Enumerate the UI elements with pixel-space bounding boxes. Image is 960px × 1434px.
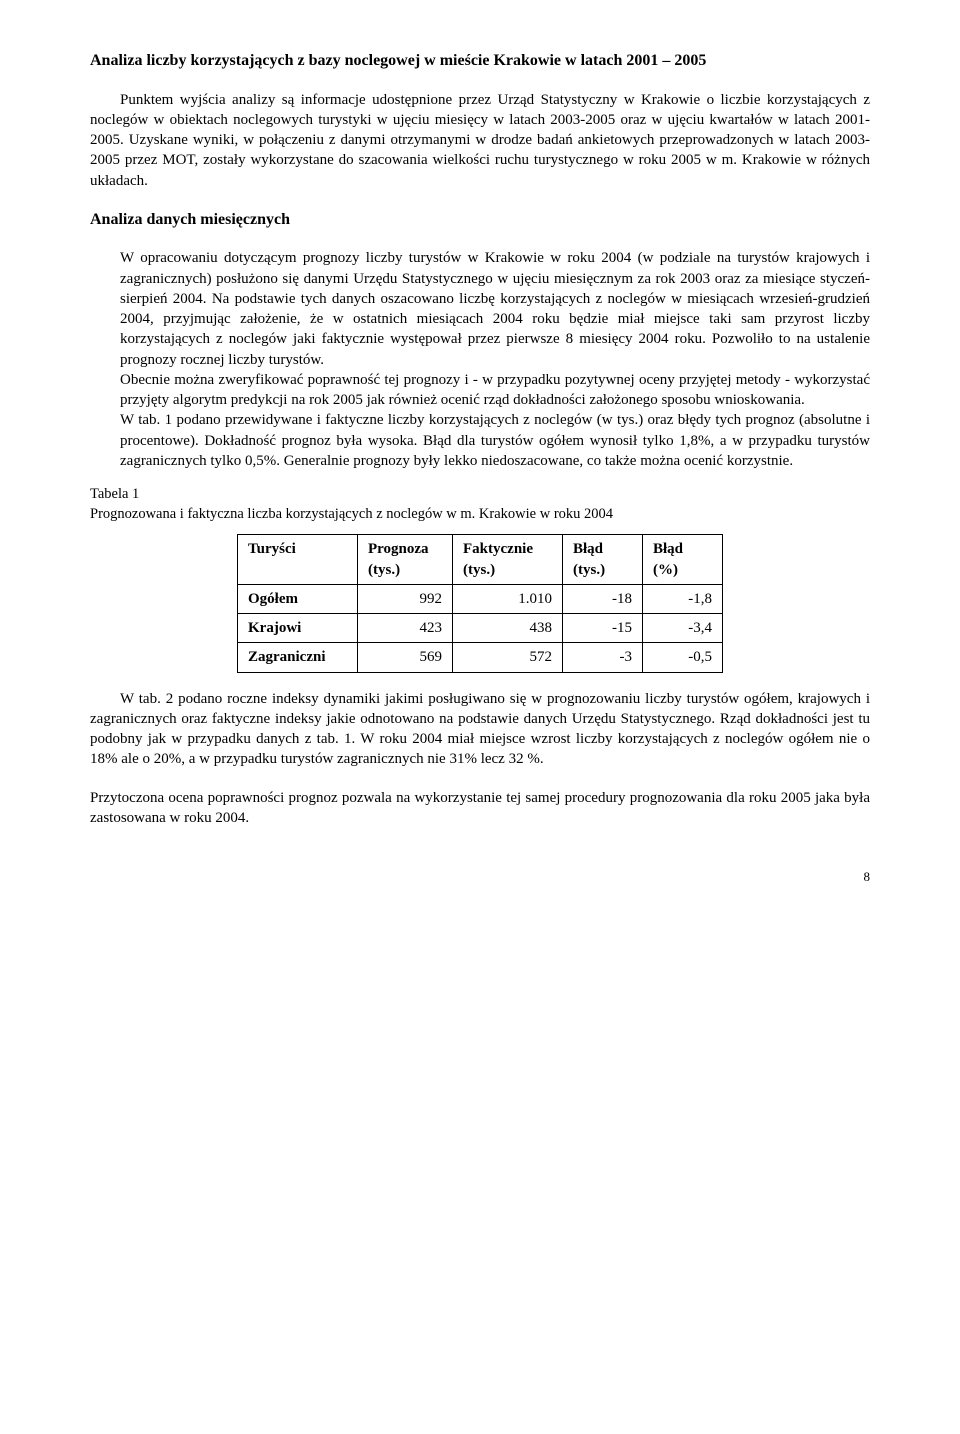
table-1-caption-line1: Tabela 1: [90, 486, 139, 502]
section-heading-monthly: Analiza danych miesięcznych: [90, 209, 870, 231]
col-faktycznie: Faktycznie (tys.): [453, 535, 563, 585]
paragraph-4: W tab. 2 podano roczne indeksy dynamiki …: [90, 689, 870, 770]
col-unit: (tys.): [573, 562, 605, 578]
table-header-row: Turyści Prognoza (tys.) Faktycznie (tys.…: [238, 535, 723, 585]
cell-value: -18: [563, 584, 643, 613]
table-row: Krajowi 423 438 -15 -3,4: [238, 614, 723, 643]
cell-value: -15: [563, 614, 643, 643]
cell-value: 423: [358, 614, 453, 643]
col-prognoza: Prognoza (tys.): [358, 535, 453, 585]
paragraph-1: W opracowaniu dotyczącym prognozy liczby…: [120, 248, 870, 370]
cell-value: -3: [563, 643, 643, 672]
cell-value: 572: [453, 643, 563, 672]
cell-value: 992: [358, 584, 453, 613]
col-turysci: Turyści: [238, 535, 358, 585]
cell-value: -1,8: [643, 584, 723, 613]
cell-value: 569: [358, 643, 453, 672]
col-label: Prognoza: [368, 541, 429, 557]
page-title: Analiza liczby korzystających z bazy noc…: [90, 50, 870, 72]
cell-value: -3,4: [643, 614, 723, 643]
row-label: Krajowi: [238, 614, 358, 643]
col-unit: (tys.): [463, 562, 495, 578]
col-unit: (%): [653, 562, 678, 578]
col-blad-abs: Błąd (tys.): [563, 535, 643, 585]
table-row: Ogółem 992 1.010 -18 -1,8: [238, 584, 723, 613]
col-label: Błąd: [653, 541, 683, 557]
page-number: 8: [90, 868, 870, 886]
paragraph-2: Obecnie można zweryfikować poprawność te…: [120, 370, 870, 411]
col-label: Turyści: [248, 541, 296, 557]
col-label: Faktycznie: [463, 541, 533, 557]
col-unit: (tys.): [368, 562, 400, 578]
table-row: Zagraniczni 569 572 -3 -0,5: [238, 643, 723, 672]
paragraph-block: W opracowaniu dotyczącym prognozy liczby…: [120, 248, 870, 471]
table-1: Turyści Prognoza (tys.) Faktycznie (tys.…: [237, 534, 723, 672]
row-label: Zagraniczni: [238, 643, 358, 672]
row-label: Ogółem: [238, 584, 358, 613]
cell-value: 1.010: [453, 584, 563, 613]
col-label: Błąd: [573, 541, 603, 557]
col-blad-pct: Błąd (%): [643, 535, 723, 585]
cell-value: -0,5: [643, 643, 723, 672]
table-1-caption: Tabela 1 Prognozowana i faktyczna liczba…: [90, 485, 870, 524]
intro-paragraph: Punktem wyjścia analizy są informacje ud…: [90, 90, 870, 191]
table-1-caption-line2: Prognozowana i faktyczna liczba korzysta…: [90, 506, 613, 522]
cell-value: 438: [453, 614, 563, 643]
paragraph-5: Przytoczona ocena poprawności prognoz po…: [90, 788, 870, 829]
paragraph-3: W tab. 1 podano przewidywane i faktyczne…: [120, 410, 870, 471]
